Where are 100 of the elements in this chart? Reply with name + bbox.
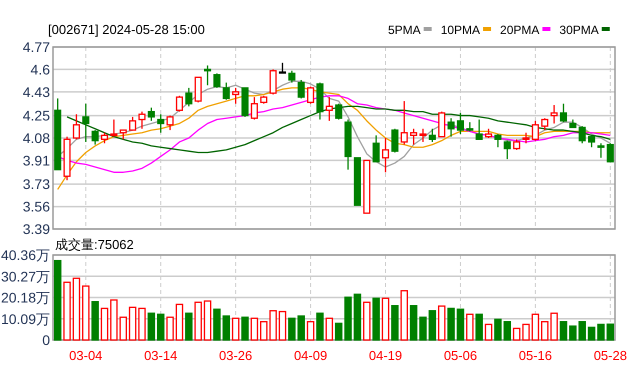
bar <box>466 314 474 341</box>
y-tick-label: 4.08 <box>22 130 50 146</box>
bar <box>504 321 512 341</box>
x-tick-label: 05-06 <box>444 348 478 363</box>
candlestick <box>438 110 446 138</box>
bar <box>550 312 558 341</box>
candlestick <box>129 116 136 131</box>
bar <box>213 308 221 341</box>
candlestick <box>456 112 464 135</box>
candlestick <box>400 100 408 146</box>
bar <box>222 315 230 341</box>
y-tick-label: 4.43 <box>22 84 50 100</box>
bar <box>494 318 502 341</box>
candlestick <box>278 62 286 74</box>
candlestick <box>213 72 220 89</box>
candlestick <box>391 128 398 154</box>
bar <box>306 321 314 341</box>
candlestick <box>166 114 174 131</box>
bar <box>438 305 446 341</box>
y-tick-label: 40.36万 <box>0 247 50 263</box>
candlestick <box>494 133 502 148</box>
candlestick <box>232 87 240 104</box>
bar <box>194 302 202 341</box>
x-tick-label: 03-04 <box>69 348 102 363</box>
candlestick <box>448 118 455 138</box>
x-tick-label: 03-14 <box>144 348 178 363</box>
candlestick <box>588 134 596 148</box>
candlestick <box>298 79 305 100</box>
candlestick <box>578 125 586 144</box>
bar <box>54 260 62 341</box>
candlestick <box>72 114 80 140</box>
bar <box>484 324 492 341</box>
legend-label: 20PMA <box>500 23 540 37</box>
candlestick <box>419 128 427 143</box>
candlestick <box>504 140 511 160</box>
bar <box>316 312 324 341</box>
candlestick <box>428 128 436 143</box>
candlestick <box>606 142 614 162</box>
bar <box>512 328 520 341</box>
bar <box>428 310 436 341</box>
candlestick <box>157 114 164 134</box>
bar <box>120 316 127 341</box>
y-tick-label: 3.73 <box>22 176 50 192</box>
bar <box>334 322 342 341</box>
candlestick <box>250 96 258 120</box>
y-tick-label: 4.25 <box>22 108 50 124</box>
bar <box>82 285 90 341</box>
candlestick <box>466 122 474 132</box>
x-tick-label: 03-26 <box>219 348 252 363</box>
y-tick-label: 30.27万 <box>0 268 50 284</box>
bar <box>569 325 577 341</box>
candlestick <box>522 132 530 144</box>
bar <box>475 314 483 341</box>
bar <box>232 318 240 341</box>
text: 成交量:75062 <box>55 237 134 252</box>
candlestick <box>288 70 296 84</box>
y-tick-label: 3.39 <box>22 221 50 237</box>
candlestick <box>176 95 184 112</box>
bar <box>297 315 305 341</box>
bar <box>372 298 380 341</box>
candlestick <box>372 134 380 162</box>
y-tick-label: 3.91 <box>22 152 50 168</box>
candlestick <box>326 96 333 122</box>
legend-label: 5PMA <box>388 23 421 37</box>
bar <box>288 318 296 341</box>
x-tick-label: 04-19 <box>368 348 402 363</box>
candlestick <box>476 118 483 140</box>
candlestick <box>204 64 212 86</box>
candlestick <box>335 103 342 120</box>
bar <box>326 318 334 341</box>
y-tick-label: 4.77 <box>22 39 50 55</box>
candlestick <box>560 103 568 123</box>
candlestick <box>382 137 390 173</box>
bar <box>363 302 371 341</box>
bar <box>391 305 399 341</box>
bar <box>382 298 390 341</box>
candlestick <box>148 107 155 122</box>
candlestick <box>82 103 90 143</box>
chart-title: [002671] 2024-05-28 15:00 <box>48 22 205 37</box>
candlestick <box>185 87 192 107</box>
y-tick-label: 3.56 <box>22 198 50 215</box>
bar <box>204 300 212 341</box>
x-tick-label: 05-28 <box>594 348 627 363</box>
candlestick <box>270 68 277 96</box>
candlestick <box>513 138 520 151</box>
bar <box>91 301 99 341</box>
bar <box>400 290 408 341</box>
legend-label: 30PMA <box>559 23 599 37</box>
candlestick <box>597 142 605 158</box>
x-tick-label: 04-09 <box>294 348 328 363</box>
candlestick <box>307 86 314 104</box>
bar <box>148 312 156 341</box>
candlestick <box>222 82 230 100</box>
bar <box>260 321 268 341</box>
candlestick <box>100 132 108 144</box>
candlestick <box>110 118 118 138</box>
bar <box>156 314 164 341</box>
candlestick <box>484 128 492 139</box>
bar <box>606 324 614 341</box>
bar <box>185 312 193 341</box>
